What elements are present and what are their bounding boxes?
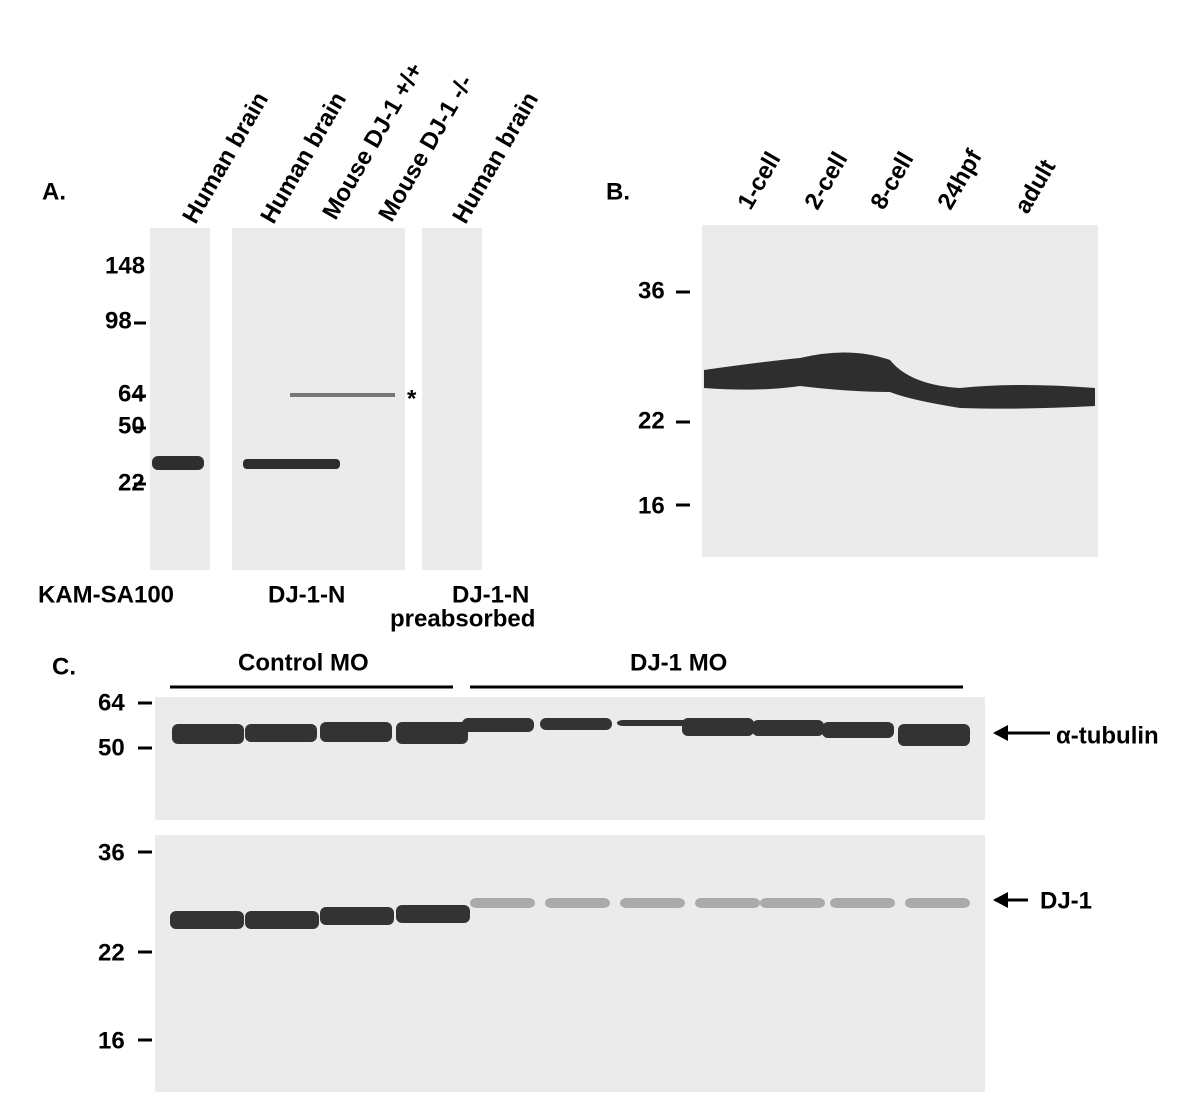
arrow-head — [993, 892, 1008, 908]
band — [243, 459, 340, 469]
marker-label: 148 — [105, 252, 145, 279]
target-label: α-tubulin — [1056, 722, 1159, 749]
band — [695, 898, 760, 908]
panel-label: A. — [42, 178, 66, 205]
lane-label: adult — [1009, 155, 1061, 218]
band — [320, 722, 392, 742]
marker-label: 64 — [118, 380, 145, 407]
antibody-label: KAM-SA100 — [38, 581, 174, 608]
lane-label: 2-cell — [799, 148, 853, 215]
band — [545, 898, 610, 908]
band — [682, 718, 754, 736]
marker-label: 50 — [98, 734, 125, 761]
marker-label: 50 — [118, 412, 145, 439]
band — [320, 907, 394, 925]
antibody-label: DJ-1-N — [452, 581, 529, 608]
marker-label: 36 — [98, 839, 125, 866]
band — [704, 352, 1095, 409]
band — [752, 720, 824, 736]
blot-strip — [422, 228, 482, 570]
asterisk: * — [407, 385, 417, 412]
group-label: DJ-1 MO — [630, 649, 727, 676]
band — [617, 720, 689, 726]
marker-label: 22 — [98, 939, 125, 966]
blot-strip — [150, 228, 210, 570]
band — [396, 905, 470, 923]
band — [898, 724, 970, 746]
arrow-head — [993, 725, 1008, 741]
blot — [155, 835, 985, 1092]
band — [152, 456, 204, 470]
band — [822, 722, 894, 738]
antibody-label: preabsorbed — [390, 605, 535, 632]
panel-label: C. — [52, 653, 76, 680]
band — [172, 724, 244, 744]
group-label: Control MO — [238, 649, 369, 676]
lane-label: 1-cell — [732, 148, 786, 215]
band — [620, 898, 685, 908]
marker-label: 22 — [638, 407, 665, 434]
band — [245, 911, 319, 929]
marker-label: 64 — [98, 689, 125, 716]
marker-label: 16 — [98, 1027, 125, 1054]
band — [540, 718, 612, 730]
marker-label: 98 — [105, 307, 132, 334]
band — [830, 898, 895, 908]
band-group — [170, 718, 970, 929]
band — [470, 898, 535, 908]
target-label: DJ-1 — [1040, 887, 1092, 914]
lane-label: 8-cell — [865, 148, 919, 215]
band — [905, 898, 970, 908]
band — [462, 718, 534, 732]
marker-label: 16 — [638, 492, 665, 519]
band — [170, 911, 244, 929]
marker-label: 36 — [638, 277, 665, 304]
band — [396, 722, 468, 744]
lane-label: 24hpf — [932, 144, 988, 214]
band — [245, 724, 317, 742]
blot-strip — [232, 228, 405, 570]
band — [290, 393, 395, 397]
antibody-label: DJ-1-N — [268, 581, 345, 608]
blot — [155, 697, 985, 820]
panel-label: B. — [606, 178, 630, 205]
band — [760, 898, 825, 908]
